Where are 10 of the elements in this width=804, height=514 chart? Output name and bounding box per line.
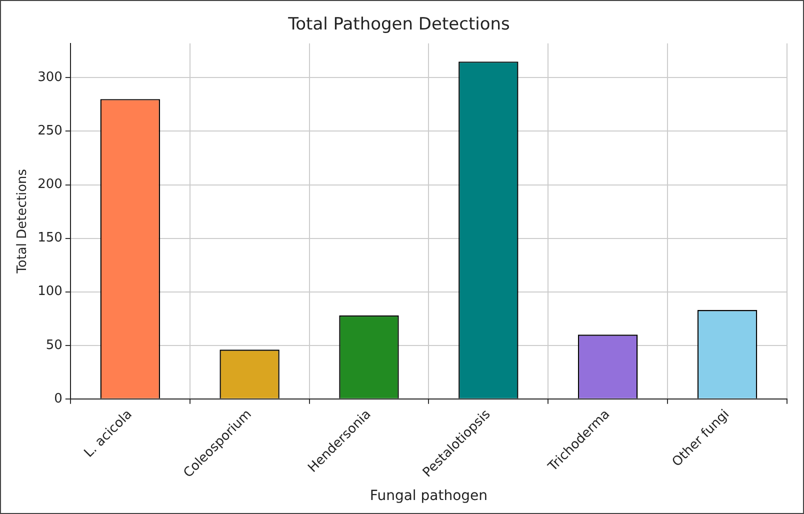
y-tick-label: 100 bbox=[38, 284, 62, 300]
y-tick-label: 0 bbox=[54, 391, 62, 406]
y-axis-title: Total Detections bbox=[15, 168, 30, 274]
y-tick-label: 150 bbox=[38, 230, 62, 246]
y-tick-label: 300 bbox=[38, 70, 62, 86]
y-tick-label: 250 bbox=[38, 124, 62, 139]
x-axis-title: Fungal pathogen bbox=[370, 488, 488, 504]
y-tick-label: 200 bbox=[38, 177, 62, 192]
y-tick-label: 50 bbox=[46, 338, 62, 353]
chart-title: Total Pathogen Detections bbox=[287, 14, 510, 35]
